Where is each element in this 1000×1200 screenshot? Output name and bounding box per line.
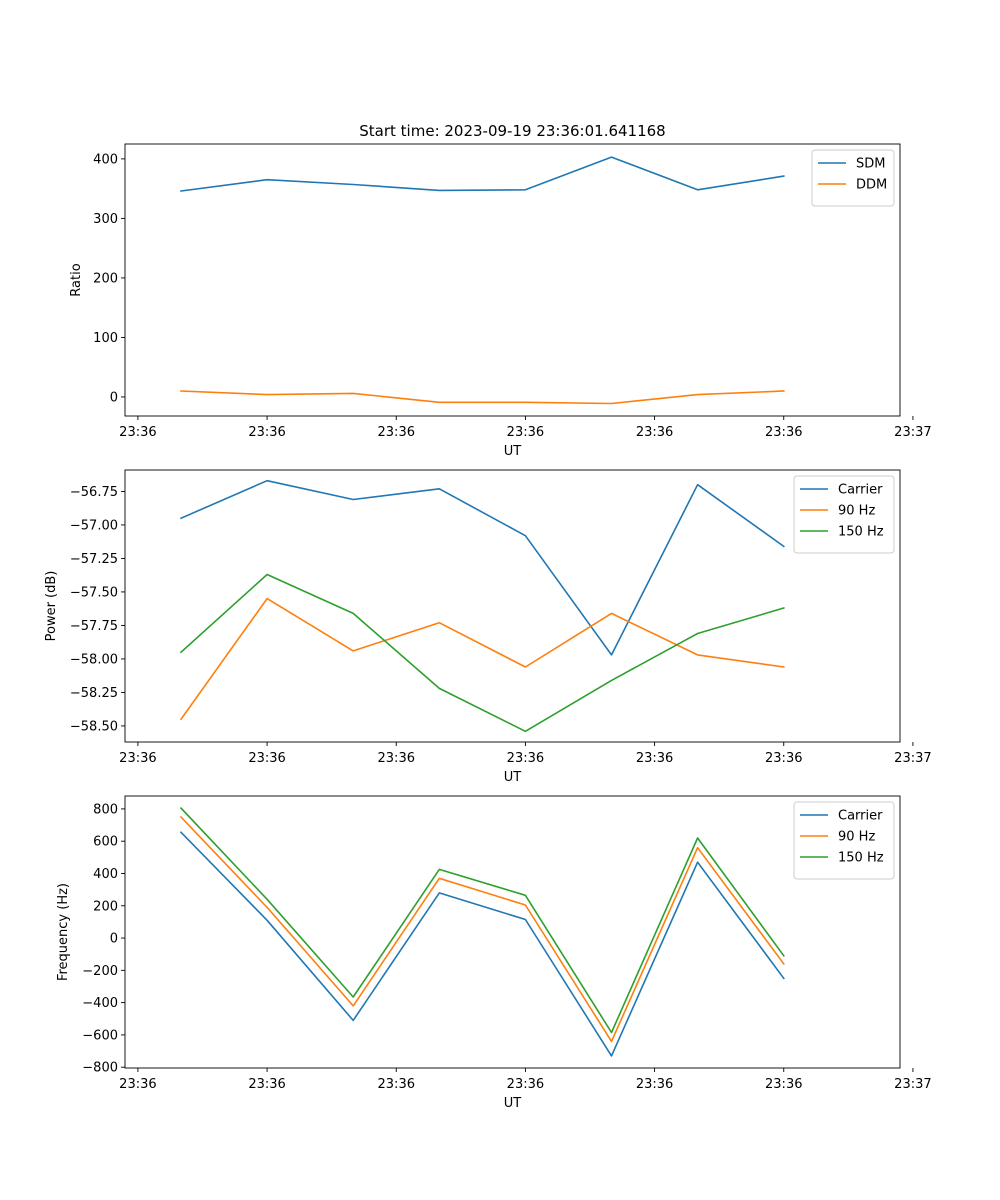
- subplot-3: 23:36 23:36 23:36 23:36 23:36 23:36 23:37 −800 −…: [56, 795, 932, 1111]
- y-axis-label: Frequency (Hz): [56, 883, 71, 981]
- legend-box: [811, 149, 895, 207]
- legend-box: [793, 801, 895, 880]
- x-tick-label: 23:36: [378, 1077, 415, 1092]
- x-tick-label: 23:36: [507, 425, 544, 440]
- y-tick-label: −58.00: [70, 652, 118, 667]
- y-tick-label: 800: [93, 802, 118, 817]
- legend-label: 90 Hz: [838, 504, 875, 519]
- series-line-150-hz: [179, 806, 785, 1034]
- x-tick-label: 23:36: [636, 1077, 673, 1092]
- y-tick-label: −57.75: [70, 619, 118, 634]
- axes-frame: [124, 469, 901, 743]
- y-tick-label: −600: [82, 1028, 118, 1043]
- x-tick-label: 23:36: [248, 1077, 285, 1092]
- x-axis-label: UT: [504, 1096, 522, 1111]
- subplot-1: 23:36 23:36 23:36 23:36 23:36 23:36 23:37 0 100 2…: [69, 143, 932, 459]
- legend: Carrier 90 Hz 150 Hz: [793, 801, 895, 880]
- legend-label: Carrier: [838, 483, 883, 498]
- x-tick-label: 23:37: [894, 425, 931, 440]
- legend-label: 90 Hz: [838, 830, 875, 845]
- series-line-90-hz: [179, 815, 785, 1043]
- x-tick-label: 23:36: [765, 1077, 802, 1092]
- x-tick-label: 23:36: [248, 751, 285, 766]
- y-tick-label: 0: [110, 390, 118, 405]
- x-tick-label: 23:36: [765, 751, 802, 766]
- y-tick-label: −57.25: [70, 552, 118, 567]
- x-tick-label: 23:36: [636, 425, 673, 440]
- legend: SDM DDM: [811, 149, 895, 207]
- x-tick-label: 23:36: [507, 751, 544, 766]
- series-line-carrier: [179, 479, 785, 656]
- legend: Carrier 90 Hz 150 Hz: [793, 475, 895, 554]
- y-tick-label: 100: [93, 331, 118, 346]
- axes-frame: [124, 143, 901, 417]
- y-tick-label: 400: [93, 152, 118, 167]
- series-line-90-hz: [179, 597, 785, 721]
- legend-label: DDM: [856, 178, 887, 193]
- y-tick-label: −58.25: [70, 686, 118, 701]
- series-line-carrier: [179, 831, 785, 1057]
- y-tick-label: −56.75: [70, 485, 118, 500]
- legend-label: Carrier: [838, 809, 883, 824]
- x-tick-label: 23:36: [378, 425, 415, 440]
- legend-label: 150 Hz: [838, 851, 884, 866]
- series-line-ddm: [180, 390, 785, 405]
- y-tick-label: 600: [93, 835, 118, 850]
- x-tick-label: 23:36: [378, 751, 415, 766]
- legend-label: SDM: [856, 157, 885, 172]
- x-tick-label: 23:36: [248, 425, 285, 440]
- y-tick-label: −400: [82, 996, 118, 1011]
- x-axis-label: UT: [504, 444, 522, 459]
- x-tick-label: 23:36: [119, 751, 156, 766]
- x-tick-label: 23:36: [765, 425, 802, 440]
- y-tick-label: 400: [93, 867, 118, 882]
- y-tick-label: −57.50: [70, 585, 118, 600]
- legend-box: [793, 475, 895, 554]
- y-tick-label: 300: [93, 212, 118, 227]
- x-tick-label: 23:36: [636, 751, 673, 766]
- x-tick-label: 23:36: [119, 1077, 156, 1092]
- legend-label: 150 Hz: [838, 525, 884, 540]
- x-tick-label: 23:36: [507, 1077, 544, 1092]
- y-tick-label: 200: [93, 271, 118, 286]
- axes-frame: [124, 795, 901, 1069]
- subplot-2: 23:36 23:36 23:36 23:36 23:36 23:36 23:37 −58.5…: [44, 469, 932, 785]
- x-tick-label: 23:37: [894, 751, 931, 766]
- y-axis-label: Ratio: [69, 263, 84, 296]
- y-tick-label: 200: [93, 899, 118, 914]
- series-line-sdm: [180, 156, 785, 192]
- x-tick-label: 23:36: [119, 425, 156, 440]
- y-axis-label: Power (dB): [44, 571, 59, 642]
- series-line-150-hz: [179, 573, 785, 733]
- y-tick-label: 0: [110, 932, 118, 947]
- x-axis-label: UT: [504, 770, 522, 785]
- y-tick-label: −200: [82, 964, 118, 979]
- x-tick-label: 23:37: [894, 1077, 931, 1092]
- y-tick-label: −58.50: [70, 719, 118, 734]
- y-tick-label: −57.00: [70, 518, 118, 533]
- y-tick-label: −800: [82, 1061, 118, 1076]
- figure-title: Start time: 2023-09-19 23:36:01.641168: [359, 122, 665, 140]
